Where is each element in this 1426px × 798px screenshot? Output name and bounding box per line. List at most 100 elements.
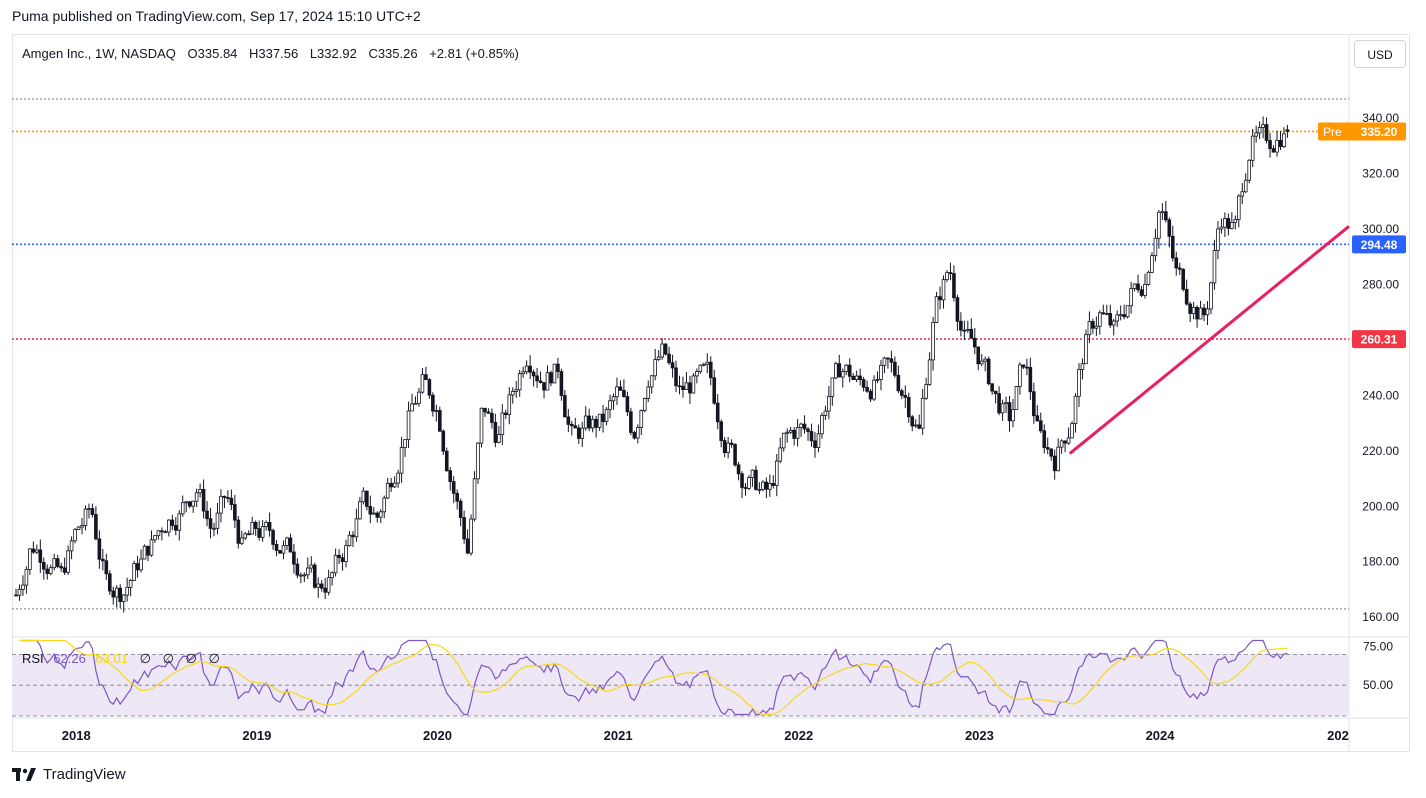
candle-body[interactable] xyxy=(229,497,234,505)
candle-body[interactable] xyxy=(21,584,25,590)
candle-body[interactable] xyxy=(1091,321,1095,329)
candle-body[interactable] xyxy=(719,421,723,441)
candle-body[interactable] xyxy=(979,360,984,365)
candle-body[interactable] xyxy=(427,379,432,396)
candle-body[interactable] xyxy=(205,510,209,520)
candle-body[interactable] xyxy=(747,477,751,489)
candle-body[interactable] xyxy=(111,590,116,598)
candle-body[interactable] xyxy=(302,574,307,577)
candle-body[interactable] xyxy=(1250,135,1255,161)
candle-body[interactable] xyxy=(972,337,977,348)
candle-body[interactable] xyxy=(1045,447,1050,450)
candle-body[interactable] xyxy=(1025,366,1029,369)
candle-body[interactable] xyxy=(1087,321,1092,336)
candle-body[interactable] xyxy=(153,535,157,541)
candle-body[interactable] xyxy=(340,557,345,562)
candle-body[interactable] xyxy=(455,492,459,502)
candle-body[interactable] xyxy=(1205,308,1210,316)
candle-body[interactable] xyxy=(733,444,737,466)
candle-body[interactable] xyxy=(691,375,696,394)
candle-body[interactable] xyxy=(1129,288,1133,307)
candle-body[interactable] xyxy=(959,320,963,331)
candle-body[interactable] xyxy=(163,531,168,534)
candle-body[interactable] xyxy=(990,383,994,392)
candle-body[interactable] xyxy=(104,560,109,575)
candle-body[interactable] xyxy=(83,508,88,526)
candle-body[interactable] xyxy=(337,554,341,559)
candle-body[interactable] xyxy=(142,545,147,560)
candle-body[interactable] xyxy=(1181,268,1186,290)
candle-body[interactable] xyxy=(156,530,161,537)
candle-body[interactable] xyxy=(722,440,727,453)
candle-body[interactable] xyxy=(510,391,515,396)
candle-body[interactable] xyxy=(986,358,991,385)
candle-body[interactable] xyxy=(695,371,699,377)
candle-body[interactable] xyxy=(903,395,908,398)
candle-body[interactable] xyxy=(35,549,39,553)
candle-body[interactable] xyxy=(382,497,387,513)
candle-body[interactable] xyxy=(653,359,657,377)
candle-body[interactable] xyxy=(896,374,901,392)
candle-body[interactable] xyxy=(559,371,564,396)
candle-body[interactable] xyxy=(552,363,557,384)
candle-body[interactable] xyxy=(868,390,873,400)
candle-body[interactable] xyxy=(55,558,60,567)
candle-body[interactable] xyxy=(170,519,175,526)
candle-body[interactable] xyxy=(1108,313,1113,326)
candle-body[interactable] xyxy=(708,361,713,379)
candle-body[interactable] xyxy=(795,427,800,439)
candle-body[interactable] xyxy=(771,482,776,486)
candle-body[interactable] xyxy=(920,397,925,429)
candle-body[interactable] xyxy=(1122,314,1126,318)
candle-body[interactable] xyxy=(1098,312,1102,327)
candle-body[interactable] xyxy=(813,440,817,448)
candle-body[interactable] xyxy=(514,389,519,392)
candle-body[interactable] xyxy=(354,518,359,538)
candle-body[interactable] xyxy=(191,500,195,507)
candle-body[interactable] xyxy=(368,506,373,515)
candle-body[interactable] xyxy=(38,549,43,563)
candle-body[interactable] xyxy=(1223,218,1227,228)
candle-body[interactable] xyxy=(1184,288,1189,305)
candle-body[interactable] xyxy=(1170,235,1175,259)
candle-body[interactable] xyxy=(406,410,411,440)
candle-body[interactable] xyxy=(702,363,706,366)
candle-body[interactable] xyxy=(1268,140,1272,149)
candle-body[interactable] xyxy=(1007,402,1012,422)
candle-body[interactable] xyxy=(1150,255,1154,273)
candle-body[interactable] xyxy=(1153,237,1158,257)
candle-body[interactable] xyxy=(66,550,70,573)
candle-body[interactable] xyxy=(1139,289,1144,296)
candle-body[interactable] xyxy=(372,512,376,515)
candle-body[interactable] xyxy=(886,357,890,360)
candle-body[interactable] xyxy=(1011,409,1015,422)
currency-button[interactable]: USD xyxy=(1354,40,1406,68)
candle-body[interactable] xyxy=(330,572,334,579)
candle-body[interactable] xyxy=(1084,334,1088,365)
candle-body[interactable] xyxy=(299,574,303,577)
candle-body[interactable] xyxy=(847,364,852,377)
trendline[interactable] xyxy=(1068,225,1350,455)
candle-body[interactable] xyxy=(351,534,355,538)
candle-body[interactable] xyxy=(865,386,869,392)
candle-body[interactable] xyxy=(882,357,887,366)
candle-body[interactable] xyxy=(799,423,803,428)
candle-body[interactable] xyxy=(587,415,591,429)
candle-body[interactable] xyxy=(94,514,98,540)
candle-body[interactable] xyxy=(160,530,164,533)
candle-body[interactable] xyxy=(184,501,189,504)
candle-body[interactable] xyxy=(611,396,616,402)
candle-body[interactable] xyxy=(285,537,289,546)
candle-body[interactable] xyxy=(663,343,668,355)
candle-body[interactable] xyxy=(948,272,953,274)
candle-body[interactable] xyxy=(556,363,560,372)
candle-body[interactable] xyxy=(670,362,675,369)
candle-body[interactable] xyxy=(326,577,331,593)
candle-body[interactable] xyxy=(215,512,220,529)
candle-body[interactable] xyxy=(239,537,244,544)
candle-body[interactable] xyxy=(542,382,546,391)
candle-body[interactable] xyxy=(1191,306,1196,314)
candle-body[interactable] xyxy=(844,364,849,373)
candle-body[interactable] xyxy=(323,587,327,593)
candle-body[interactable] xyxy=(656,356,661,360)
